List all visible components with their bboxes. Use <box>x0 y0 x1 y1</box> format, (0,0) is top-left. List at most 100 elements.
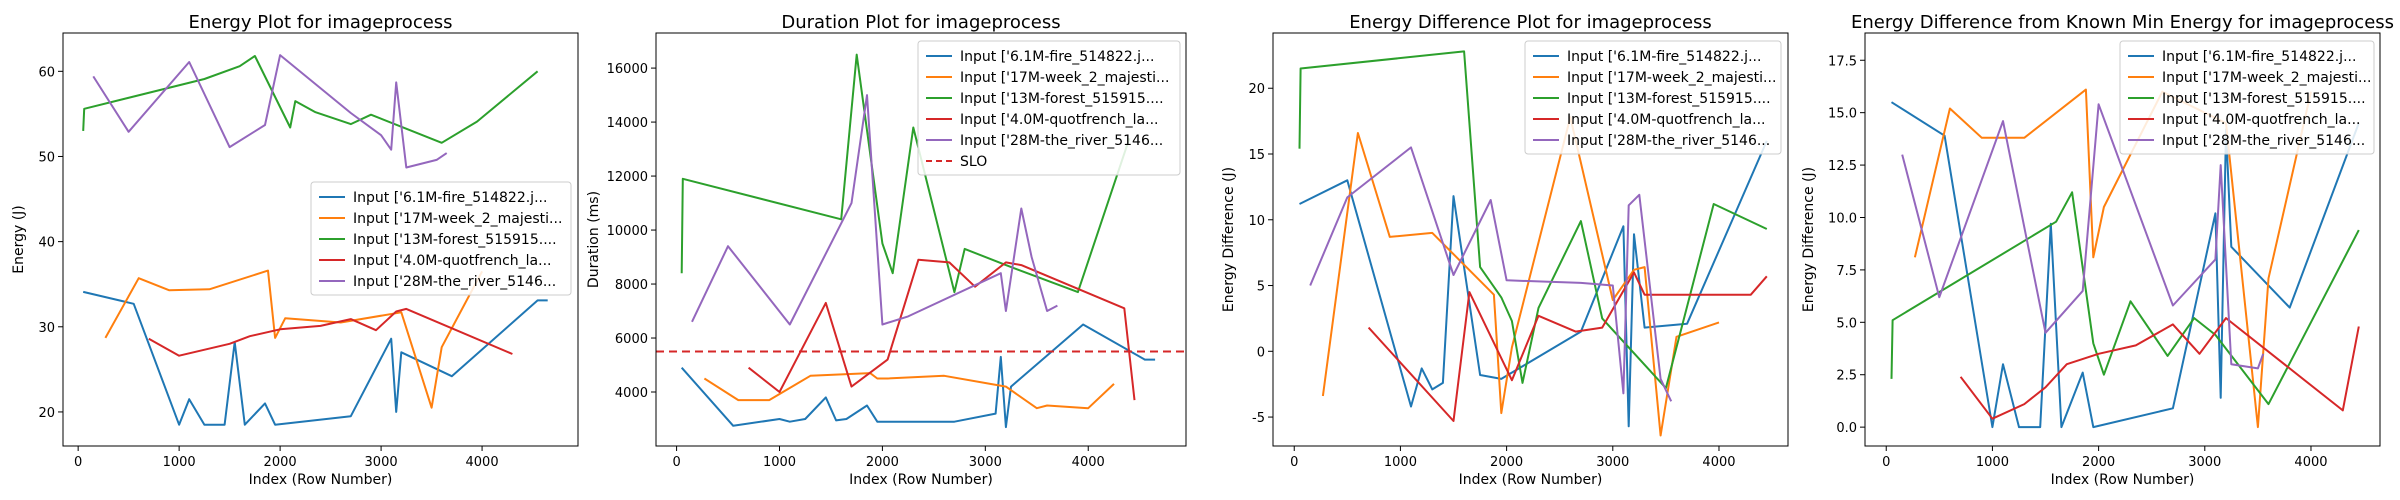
legend-label: Input ['28M-the_river_5146... <box>960 133 1163 149</box>
y-tick-label: 7.5 <box>1836 264 1857 279</box>
y-tick-label: 8000 <box>615 278 648 293</box>
y-tick-label: 5.0 <box>1836 316 1857 331</box>
y-tick-label: 15 <box>1248 148 1265 163</box>
y-tick-label: 0 <box>1257 345 1265 360</box>
legend-label: Input ['28M-the_river_5146... <box>353 274 556 290</box>
chart-3: Energy Difference Plot for imageprocess 0… <box>1221 12 1789 488</box>
legend-label: Input ['6.1M-fire_514822.j... <box>353 190 547 206</box>
legend-label: Input ['13M-forest_515915.... <box>2162 91 2366 107</box>
series-line-1 <box>680 323 1156 429</box>
legend-label: SLO <box>960 154 987 170</box>
x-axis-label: Index (Row Number) <box>1459 472 1603 488</box>
plot-frame <box>655 32 1187 447</box>
chart-title: Energy Difference from Known Min Energy … <box>1851 12 2394 33</box>
legend-label: Input ['13M-forest_515915.... <box>1567 91 1771 107</box>
x-axis-label: Index (Row Number) <box>2051 472 2195 488</box>
y-tick-label: 20 <box>38 406 55 421</box>
legend-label: Input ['13M-forest_515915.... <box>960 91 1164 107</box>
x-tick-label: 3000 <box>1596 455 1629 470</box>
x-tick-label: 3000 <box>365 455 398 470</box>
chart-4: Energy Difference from Known Min Energy … <box>1801 12 2394 488</box>
data-layer <box>82 54 548 426</box>
legend-label: Input ['4.0M-quotfrench_la... <box>960 112 1158 128</box>
legend-label: Input ['4.0M-quotfrench_la... <box>2162 112 2360 128</box>
series-line-2 <box>703 372 1115 410</box>
x-tick-label: 1000 <box>163 455 196 470</box>
chart-title: Duration Plot for imageprocess <box>781 12 1060 33</box>
x-tick-label: 0 <box>1882 455 1890 470</box>
legend-label: Input ['17M-week_2_majesti... <box>1567 70 1776 86</box>
series-line-5 <box>1309 146 1673 402</box>
y-tick-label: 30 <box>38 321 55 336</box>
legend-label: Input ['17M-week_2_majesti... <box>960 70 1169 86</box>
x-tick-label: 3000 <box>969 455 1002 470</box>
series-line-4 <box>747 258 1136 401</box>
y-axis-label: Energy (J) <box>11 205 27 274</box>
y-tick-label: 4000 <box>615 386 648 401</box>
y-tick-label: 10 <box>1248 214 1265 229</box>
y-tick-label: 6000 <box>615 332 648 347</box>
legend-box <box>2119 40 2375 155</box>
x-tick-label: 0 <box>672 455 680 470</box>
x-tick-label: 3000 <box>2188 455 2221 470</box>
legend-box <box>917 40 1181 176</box>
legend-label: Input ['28M-the_river_5146... <box>2162 133 2365 149</box>
series-line-4 <box>1367 271 1768 422</box>
legend-label: Input ['17M-week_2_majesti... <box>2162 70 2371 86</box>
data-layer <box>1298 50 1768 437</box>
x-axis-label: Index (Row Number) <box>849 472 993 488</box>
legend-label: Input ['17M-week_2_majesti... <box>353 211 562 227</box>
series-line-1 <box>1299 140 1768 428</box>
x-tick-label: 4000 <box>466 455 499 470</box>
series-line-5 <box>691 94 1058 326</box>
y-tick-label: 14000 <box>607 116 648 131</box>
y-tick-label: 16000 <box>607 62 648 77</box>
series-line-3 <box>680 53 1131 294</box>
y-tick-label: 40 <box>38 236 55 251</box>
series-line-1 <box>1890 101 2360 429</box>
plot-frame <box>1864 32 2381 447</box>
x-tick-label: 0 <box>74 455 82 470</box>
series-line-5 <box>92 54 448 169</box>
x-tick-label: 1000 <box>763 455 796 470</box>
y-tick-label: 10.0 <box>1828 211 1857 226</box>
legend: Input ['6.1M-fire_514822.j... Input ['17M… <box>917 40 1181 176</box>
y-axis-label: Energy Difference (J) <box>1801 167 1817 312</box>
y-tick-label: -5 <box>1252 411 1265 426</box>
x-tick-label: 4000 <box>2294 455 2327 470</box>
y-tick-label: 20 <box>1248 82 1265 97</box>
series-line-1 <box>82 290 548 426</box>
x-tick-label: 1000 <box>1976 455 2009 470</box>
legend-label: Input ['28M-the_river_5146... <box>1567 133 1770 149</box>
legend-label: Input ['6.1M-fire_514822.j... <box>2162 49 2356 65</box>
data-layer <box>656 53 1186 429</box>
legend-label: Input ['6.1M-fire_514822.j... <box>1567 49 1761 65</box>
legend-label: Input ['4.0M-quotfrench_la... <box>1567 112 1765 128</box>
legend-box <box>1524 40 1782 155</box>
y-tick-label: 5 <box>1257 280 1265 295</box>
legend-label: Input ['6.1M-fire_514822.j... <box>960 49 1154 65</box>
y-tick-label: 12.5 <box>1828 159 1857 174</box>
x-tick-label: 2000 <box>264 455 297 470</box>
y-tick-label: 0.0 <box>1836 421 1857 436</box>
y-tick-label: 60 <box>38 65 55 80</box>
x-tick-label: 2000 <box>1490 455 1523 470</box>
plot-frame <box>62 32 579 447</box>
legend: Input ['6.1M-fire_514822.j... Input ['17M… <box>2119 40 2375 155</box>
x-tick-label: 0 <box>1290 455 1298 470</box>
series-line-5 <box>1901 103 2265 370</box>
y-axis-label: Duration (ms) <box>586 191 602 288</box>
y-tick-label: 50 <box>38 150 55 165</box>
series-line-2 <box>1321 116 1720 437</box>
chart-title: Energy Difference Plot for imageprocess <box>1349 12 1712 33</box>
legend-label: Input ['4.0M-quotfrench_la... <box>353 253 551 269</box>
legend: Input ['6.1M-fire_514822.j... Input ['17M… <box>1524 40 1782 155</box>
chart-1: Energy Plot for imageprocess 0 1000 2000 300… <box>11 12 579 488</box>
y-tick-label: 12000 <box>607 170 648 185</box>
series-line-4 <box>1959 317 2360 420</box>
x-tick-label: 4000 <box>1072 455 1105 470</box>
series-line-3 <box>1890 191 2360 406</box>
series-line-3 <box>82 55 539 144</box>
x-tick-label: 4000 <box>1702 455 1735 470</box>
